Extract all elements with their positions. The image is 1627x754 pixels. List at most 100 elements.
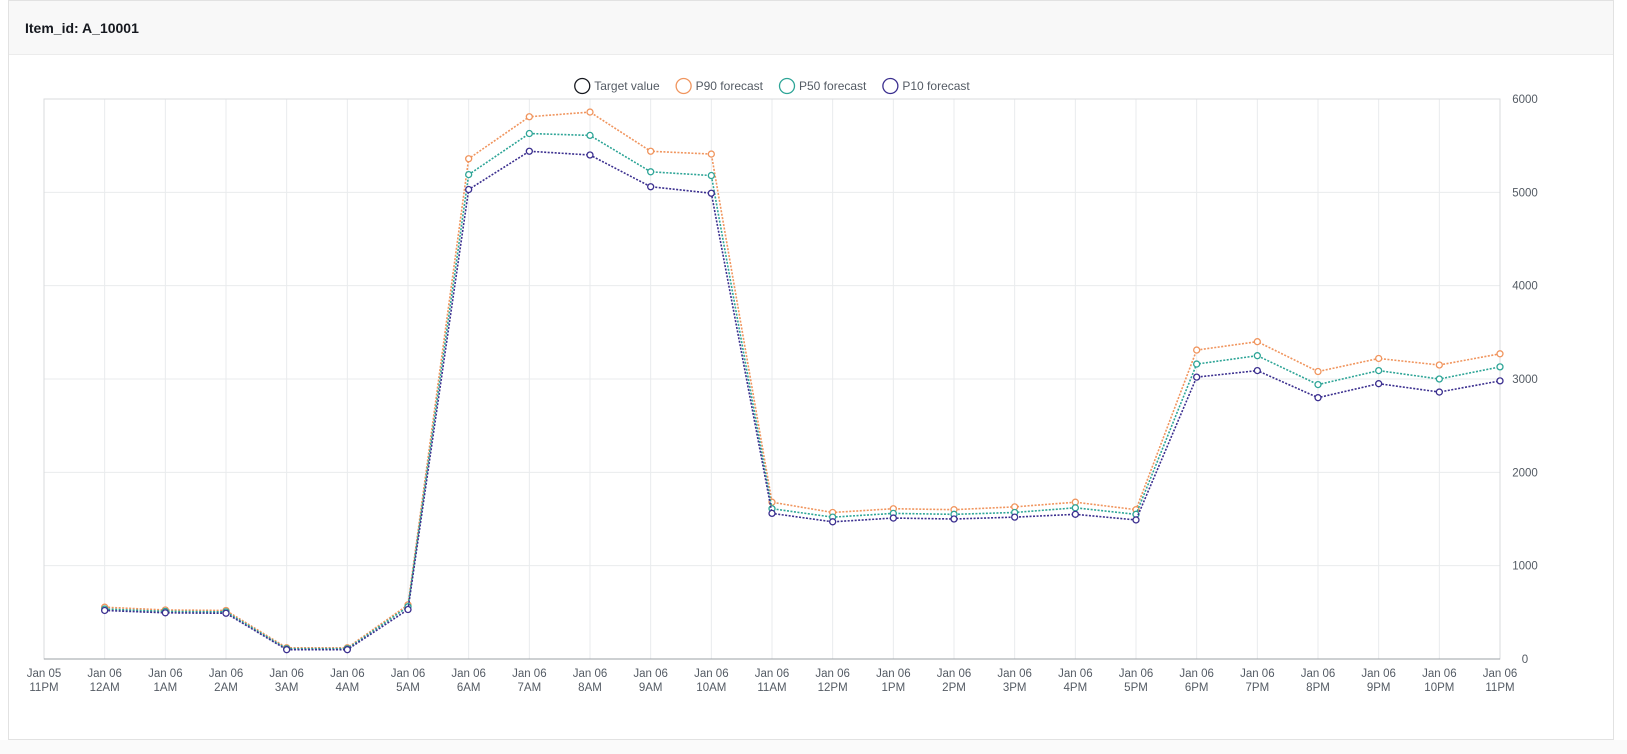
legend-label: P50 forecast (799, 79, 867, 93)
y-tick-label: 4000 (1512, 281, 1538, 293)
x-tick-label: Jan 06 2AM (209, 668, 244, 694)
legend-item-p10-forecast[interactable]: P10 forecast (882, 77, 971, 95)
x-tick-label: Jan 06 2PM (937, 668, 972, 694)
x-tick-label: Jan 06 11PM (1483, 668, 1518, 694)
data-point-p10-forecast (222, 609, 230, 617)
series-line-p50-forecast (104, 132, 1501, 650)
chart-container: Target value P90 forecast P50 forecast P10 … (9, 56, 1613, 740)
y-tick-label: 1000 (1512, 561, 1538, 573)
series-p10-forecast (101, 147, 1504, 654)
legend-marker (882, 77, 899, 95)
x-tick-label: Jan 06 9AM (633, 668, 668, 694)
legend-label: P90 forecast (696, 79, 764, 93)
x-tick-label: Jan 05 11PM (27, 668, 62, 694)
data-point-p10-forecast (768, 509, 776, 518)
y-tick-label: 0 (1522, 654, 1528, 666)
data-point-p50-forecast (707, 171, 715, 180)
data-point-p90-forecast (647, 147, 655, 155)
data-point-p10-forecast (950, 515, 958, 523)
x-tick-label: Jan 06 4AM (330, 668, 365, 694)
x-tick-label: Jan 06 1PM (876, 668, 911, 694)
data-point-p10-forecast (1253, 366, 1261, 375)
x-tick-label: Jan 06 8PM (1301, 668, 1336, 694)
x-tick-label: Jan 06 9PM (1361, 668, 1396, 694)
data-point-p10-forecast (101, 606, 109, 615)
x-tick-label: Jan 06 12AM (87, 668, 122, 694)
data-point-p90-forecast (1193, 346, 1201, 354)
legend-marker (675, 77, 692, 95)
data-point-p10-forecast (1314, 394, 1322, 402)
legend[interactable]: Target value P90 forecast P50 forecast P10 … (574, 77, 971, 95)
panel-header: Item_id: A_10001 (9, 1, 1613, 55)
data-point-p50-forecast (647, 168, 655, 176)
series-p90-forecast (101, 108, 1504, 652)
x-tick-label: Jan 06 5AM (391, 668, 426, 694)
data-point-p10-forecast (1375, 380, 1383, 388)
x-axis: Jan 05 11PM Jan 06 12AM Jan 06 1AM Jan 06 2AM Ja… (27, 668, 1518, 694)
y-tick-label: 6000 (1512, 94, 1538, 106)
data-point-p50-forecast (1435, 375, 1443, 383)
data-point-p90-forecast (1435, 361, 1443, 369)
forecast-line-chart: Target value P90 forecast P50 forecast P10 … (27, 77, 1538, 694)
x-tick-label: Jan 06 6AM (451, 668, 486, 694)
data-point-p10-forecast (1132, 516, 1140, 524)
x-tick-label: Jan 06 10AM (694, 668, 729, 694)
data-point-p10-forecast (647, 183, 655, 191)
data-point-p10-forecast (343, 646, 351, 654)
data-point-p10-forecast (586, 151, 594, 159)
data-point-p10-forecast (1071, 510, 1079, 518)
bottom-bar (0, 740, 1627, 754)
data-point-p90-forecast (586, 108, 594, 116)
x-tick-label: Jan 06 11AM (755, 668, 790, 694)
data-point-p10-forecast (525, 147, 533, 155)
data-point-p10-forecast (1011, 513, 1019, 521)
y-tick-label: 5000 (1512, 187, 1538, 199)
y-tick-label: 2000 (1512, 467, 1538, 479)
legend-item-p90-forecast[interactable]: P90 forecast (675, 77, 764, 95)
data-point-p50-forecast (1314, 380, 1322, 389)
legend-item-p50-forecast[interactable]: P50 forecast (778, 77, 868, 95)
y-axis: 0 1000 2000 3000 4000 5000 6000 (1512, 94, 1538, 666)
x-tick-label: Jan 06 4PM (1058, 668, 1093, 694)
data-point-p90-forecast (1496, 350, 1504, 358)
y-tick-label: 3000 (1512, 374, 1538, 386)
data-point-p10-forecast (283, 646, 291, 654)
data-point-p50-forecast (465, 170, 473, 179)
series-layer (101, 108, 1504, 654)
grid (43, 98, 1501, 660)
legend-label: Target value (594, 79, 660, 93)
data-point-p90-forecast (525, 113, 533, 121)
x-tick-label: Jan 06 7AM (512, 668, 547, 694)
x-tick-label: Jan 06 7PM (1240, 668, 1275, 694)
data-point-p90-forecast (465, 155, 473, 163)
x-tick-label: Jan 06 3AM (269, 668, 304, 694)
x-tick-label: Jan 06 3PM (997, 668, 1032, 694)
data-point-p10-forecast (1193, 373, 1201, 381)
data-point-p90-forecast (1314, 367, 1322, 376)
x-tick-label: Jan 06 5PM (1119, 668, 1154, 694)
data-point-p50-forecast (1253, 352, 1261, 360)
data-point-p50-forecast (1375, 366, 1383, 375)
data-point-p10-forecast (1496, 377, 1504, 385)
x-tick-label: Jan 06 6PM (1179, 668, 1214, 694)
x-tick-label: Jan 06 8AM (573, 668, 608, 694)
chart-panel: Item_id: A_10001 Target value P90 forecas… (8, 0, 1614, 740)
data-point-p50-forecast (1193, 360, 1201, 368)
data-point-p50-forecast (525, 129, 533, 138)
data-point-p90-forecast (707, 150, 715, 158)
data-point-p10-forecast (465, 185, 473, 194)
data-point-p10-forecast (1435, 388, 1443, 396)
data-point-p10-forecast (707, 189, 715, 197)
x-tick-label: Jan 06 1AM (148, 668, 183, 694)
data-point-p50-forecast (586, 131, 594, 140)
legend-marker (778, 77, 796, 95)
panel-title: Item_id: A_10001 (25, 19, 139, 36)
x-tick-label: Jan 06 12PM (815, 668, 850, 694)
data-point-p10-forecast (161, 609, 169, 617)
data-point-p10-forecast (829, 518, 837, 526)
legend-item-target-value[interactable]: Target value (574, 77, 660, 95)
series-p50-forecast (101, 129, 1504, 653)
data-point-p90-forecast (1253, 338, 1261, 346)
x-tick-label: Jan 06 10PM (1422, 668, 1457, 694)
data-point-p10-forecast (889, 514, 897, 522)
